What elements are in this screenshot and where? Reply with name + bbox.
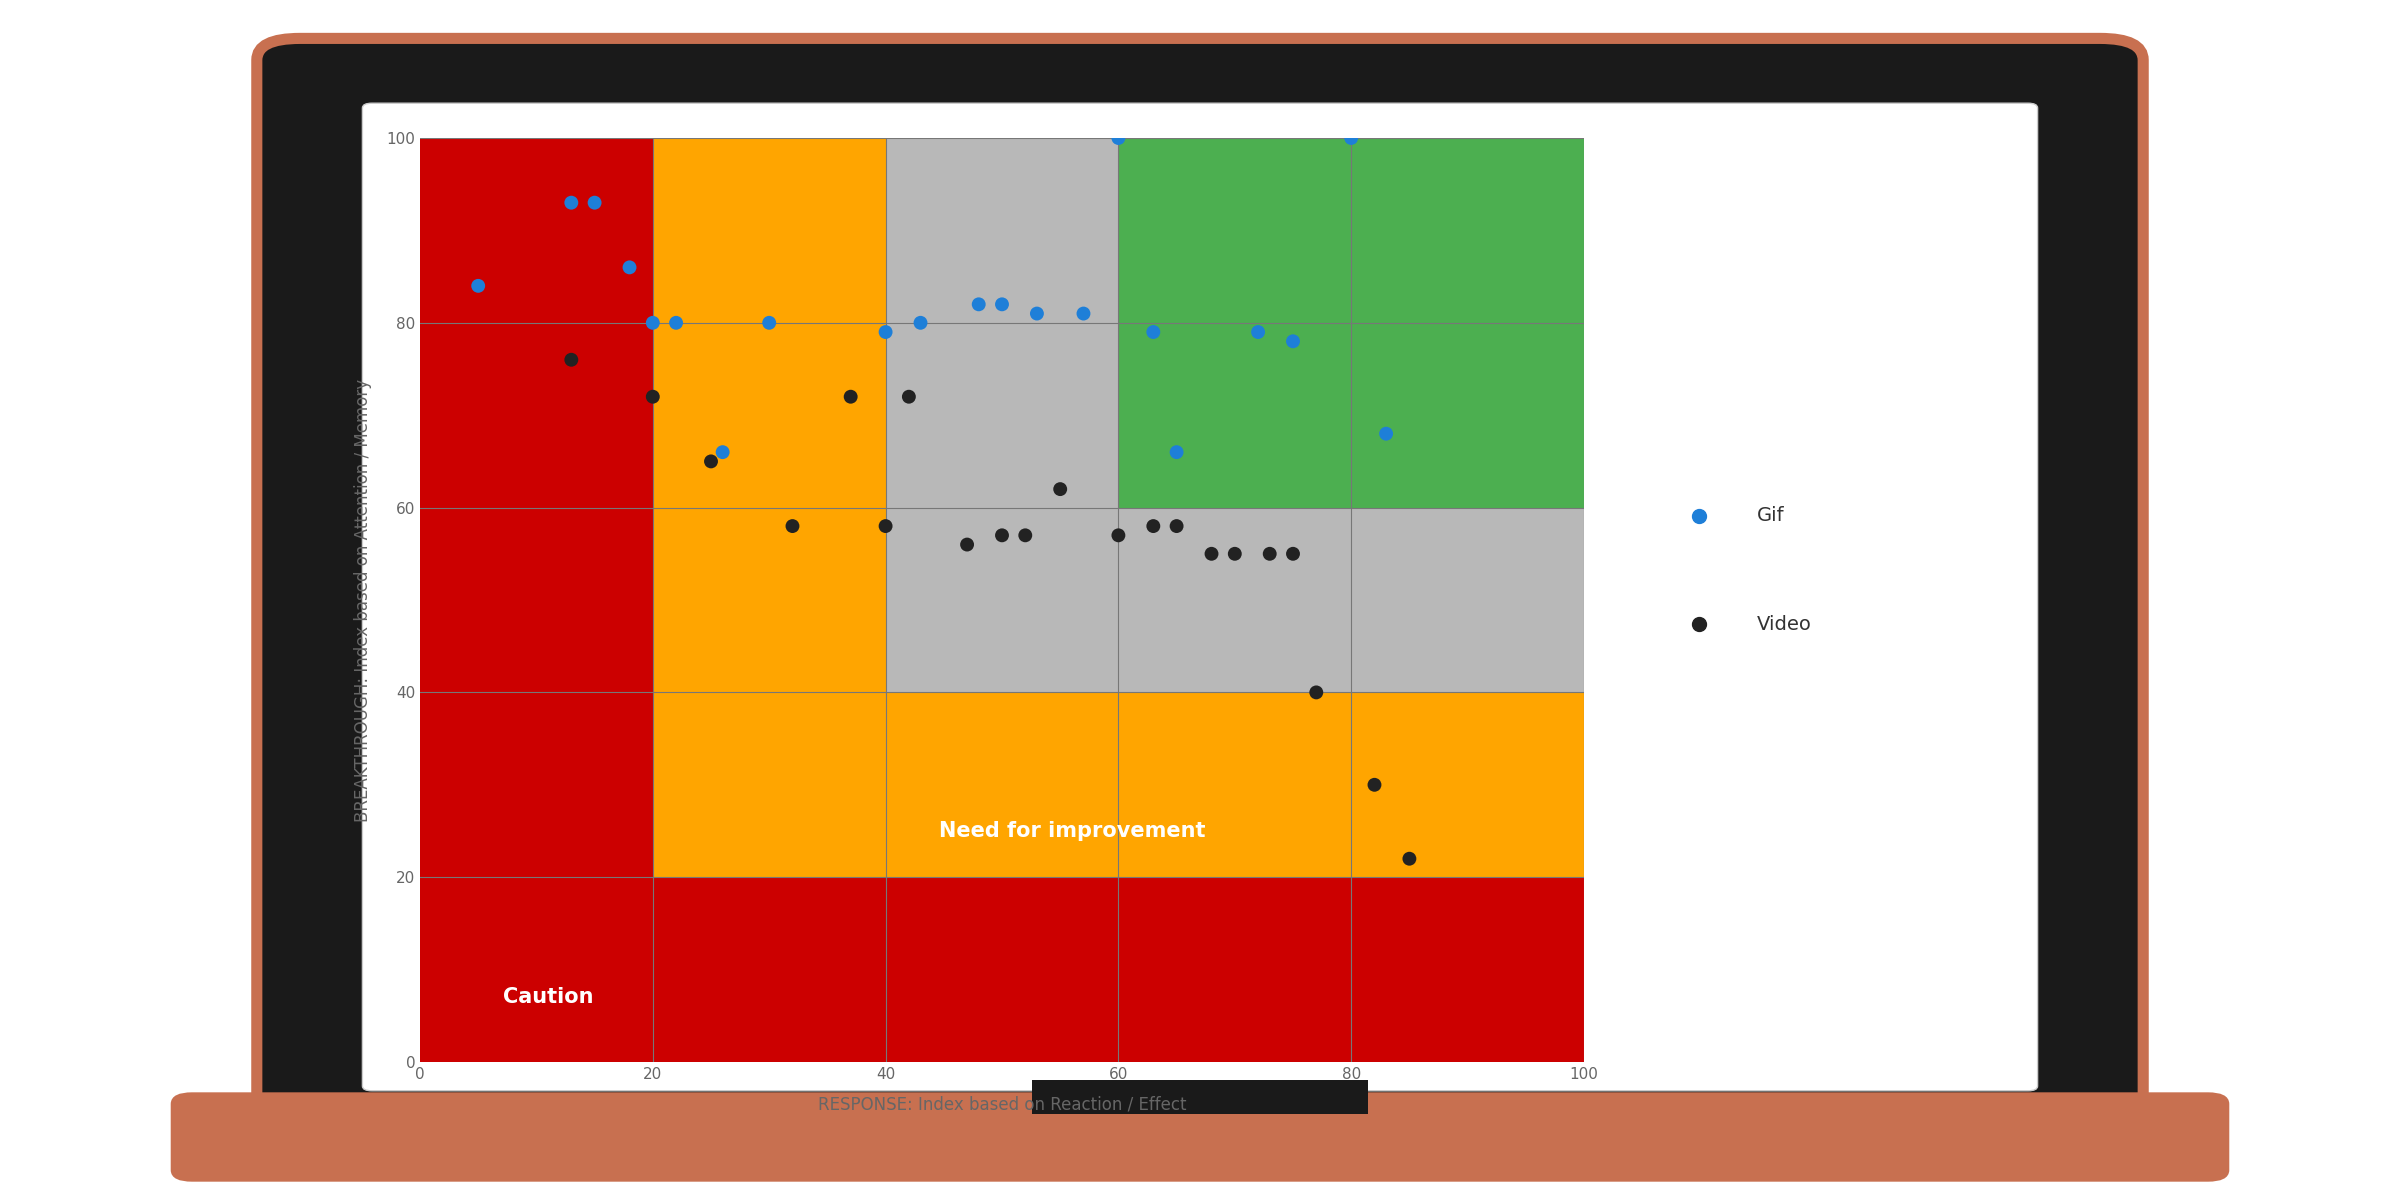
Bar	[1351, 692, 1584, 877]
Point	[984, 526, 1022, 545]
Bar	[1118, 877, 1351, 1062]
Bar	[653, 508, 886, 692]
Text: Video: Video	[1757, 614, 1812, 634]
Point	[634, 388, 672, 407]
Bar	[653, 877, 886, 1062]
Bar	[1118, 508, 1351, 692]
Point	[576, 193, 614, 212]
Point	[1135, 323, 1174, 342]
Point	[1006, 526, 1044, 545]
Point	[751, 313, 790, 332]
Bar	[886, 877, 1118, 1062]
Point	[1296, 683, 1334, 702]
Point	[1135, 516, 1174, 535]
Point	[866, 323, 905, 342]
Y-axis label: BREAKTHROUGH: Index based on Attention / Memory: BREAKTHROUGH: Index based on Attention /…	[355, 378, 372, 822]
Point	[866, 516, 905, 535]
Point	[1238, 323, 1277, 342]
Point	[691, 451, 730, 470]
Bar	[420, 138, 653, 323]
Point	[948, 535, 986, 554]
Bar	[1118, 138, 1351, 323]
Point	[890, 388, 929, 407]
FancyBboxPatch shape	[362, 103, 2038, 1091]
Point	[610, 258, 648, 277]
Point	[1099, 128, 1138, 148]
Point	[658, 313, 696, 332]
Bar	[420, 877, 653, 1062]
Point	[1042, 480, 1080, 499]
Point	[1356, 775, 1394, 794]
Point	[1368, 424, 1406, 443]
Bar	[886, 323, 1118, 508]
Point	[830, 388, 869, 407]
Point	[1157, 443, 1195, 462]
Bar	[1118, 692, 1351, 877]
Bar	[653, 323, 886, 508]
Point	[1063, 304, 1102, 323]
Point	[1274, 544, 1313, 563]
Point	[902, 313, 941, 332]
Point	[1157, 516, 1195, 535]
FancyBboxPatch shape	[173, 1094, 2227, 1180]
Point	[1250, 544, 1289, 563]
Point	[634, 313, 672, 332]
Point	[458, 276, 497, 295]
Point	[552, 193, 590, 212]
Bar	[420, 508, 653, 692]
Point	[773, 516, 811, 535]
Text: Need for improvement: Need for improvement	[938, 821, 1205, 841]
FancyBboxPatch shape	[257, 38, 2143, 1156]
Point	[1390, 850, 1428, 869]
Bar	[653, 692, 886, 877]
Point	[984, 295, 1022, 314]
Bar	[1351, 877, 1584, 1062]
Point	[960, 295, 998, 314]
Bar	[886, 508, 1118, 692]
Point	[1217, 544, 1255, 563]
Point	[1680, 506, 1718, 526]
Bar	[1351, 508, 1584, 692]
Point	[703, 443, 742, 462]
Point	[1193, 544, 1231, 563]
Point	[1274, 331, 1313, 350]
Bar	[1351, 138, 1584, 323]
Point	[1099, 526, 1138, 545]
Bar	[1032, 1080, 1368, 1114]
Bar	[886, 138, 1118, 323]
Point	[1680, 614, 1718, 634]
Bar	[653, 138, 886, 323]
Text: Caution: Caution	[502, 988, 593, 1007]
Point	[552, 350, 590, 370]
X-axis label: RESPONSE: Index based on Reaction / Effect: RESPONSE: Index based on Reaction / Effe…	[818, 1096, 1186, 1114]
Text: Gif: Gif	[1757, 506, 1786, 526]
Bar	[1351, 323, 1584, 508]
Point	[1332, 128, 1370, 148]
Bar	[886, 692, 1118, 877]
Bar	[1118, 323, 1351, 508]
Point	[1018, 304, 1056, 323]
Bar	[420, 323, 653, 508]
Bar	[420, 692, 653, 877]
